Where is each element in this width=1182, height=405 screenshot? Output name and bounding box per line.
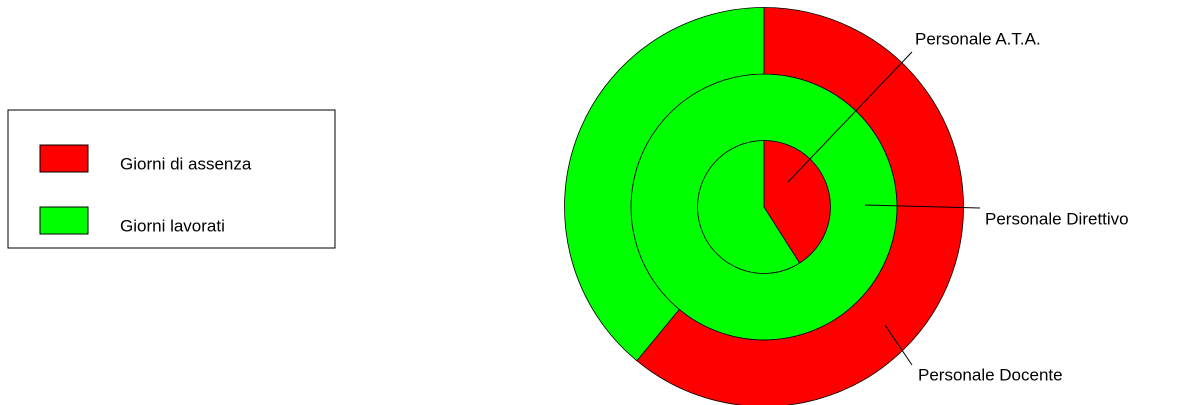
legend-label: Giorni lavorati bbox=[120, 216, 225, 235]
leader-line bbox=[787, 51, 913, 183]
ring-label: Personale Direttivo bbox=[985, 209, 1129, 228]
legend-swatch bbox=[39, 206, 89, 235]
leader-line bbox=[864, 204, 981, 209]
legend-label: Giorni di assenza bbox=[120, 154, 252, 173]
ring-label: Personale Docente bbox=[918, 365, 1063, 384]
ring-segment bbox=[636, 7, 964, 405]
ring-segment bbox=[564, 7, 765, 362]
leader-line bbox=[884, 324, 913, 366]
legend-swatch bbox=[39, 144, 89, 173]
ring-label: Personale A.T.A. bbox=[915, 29, 1041, 48]
